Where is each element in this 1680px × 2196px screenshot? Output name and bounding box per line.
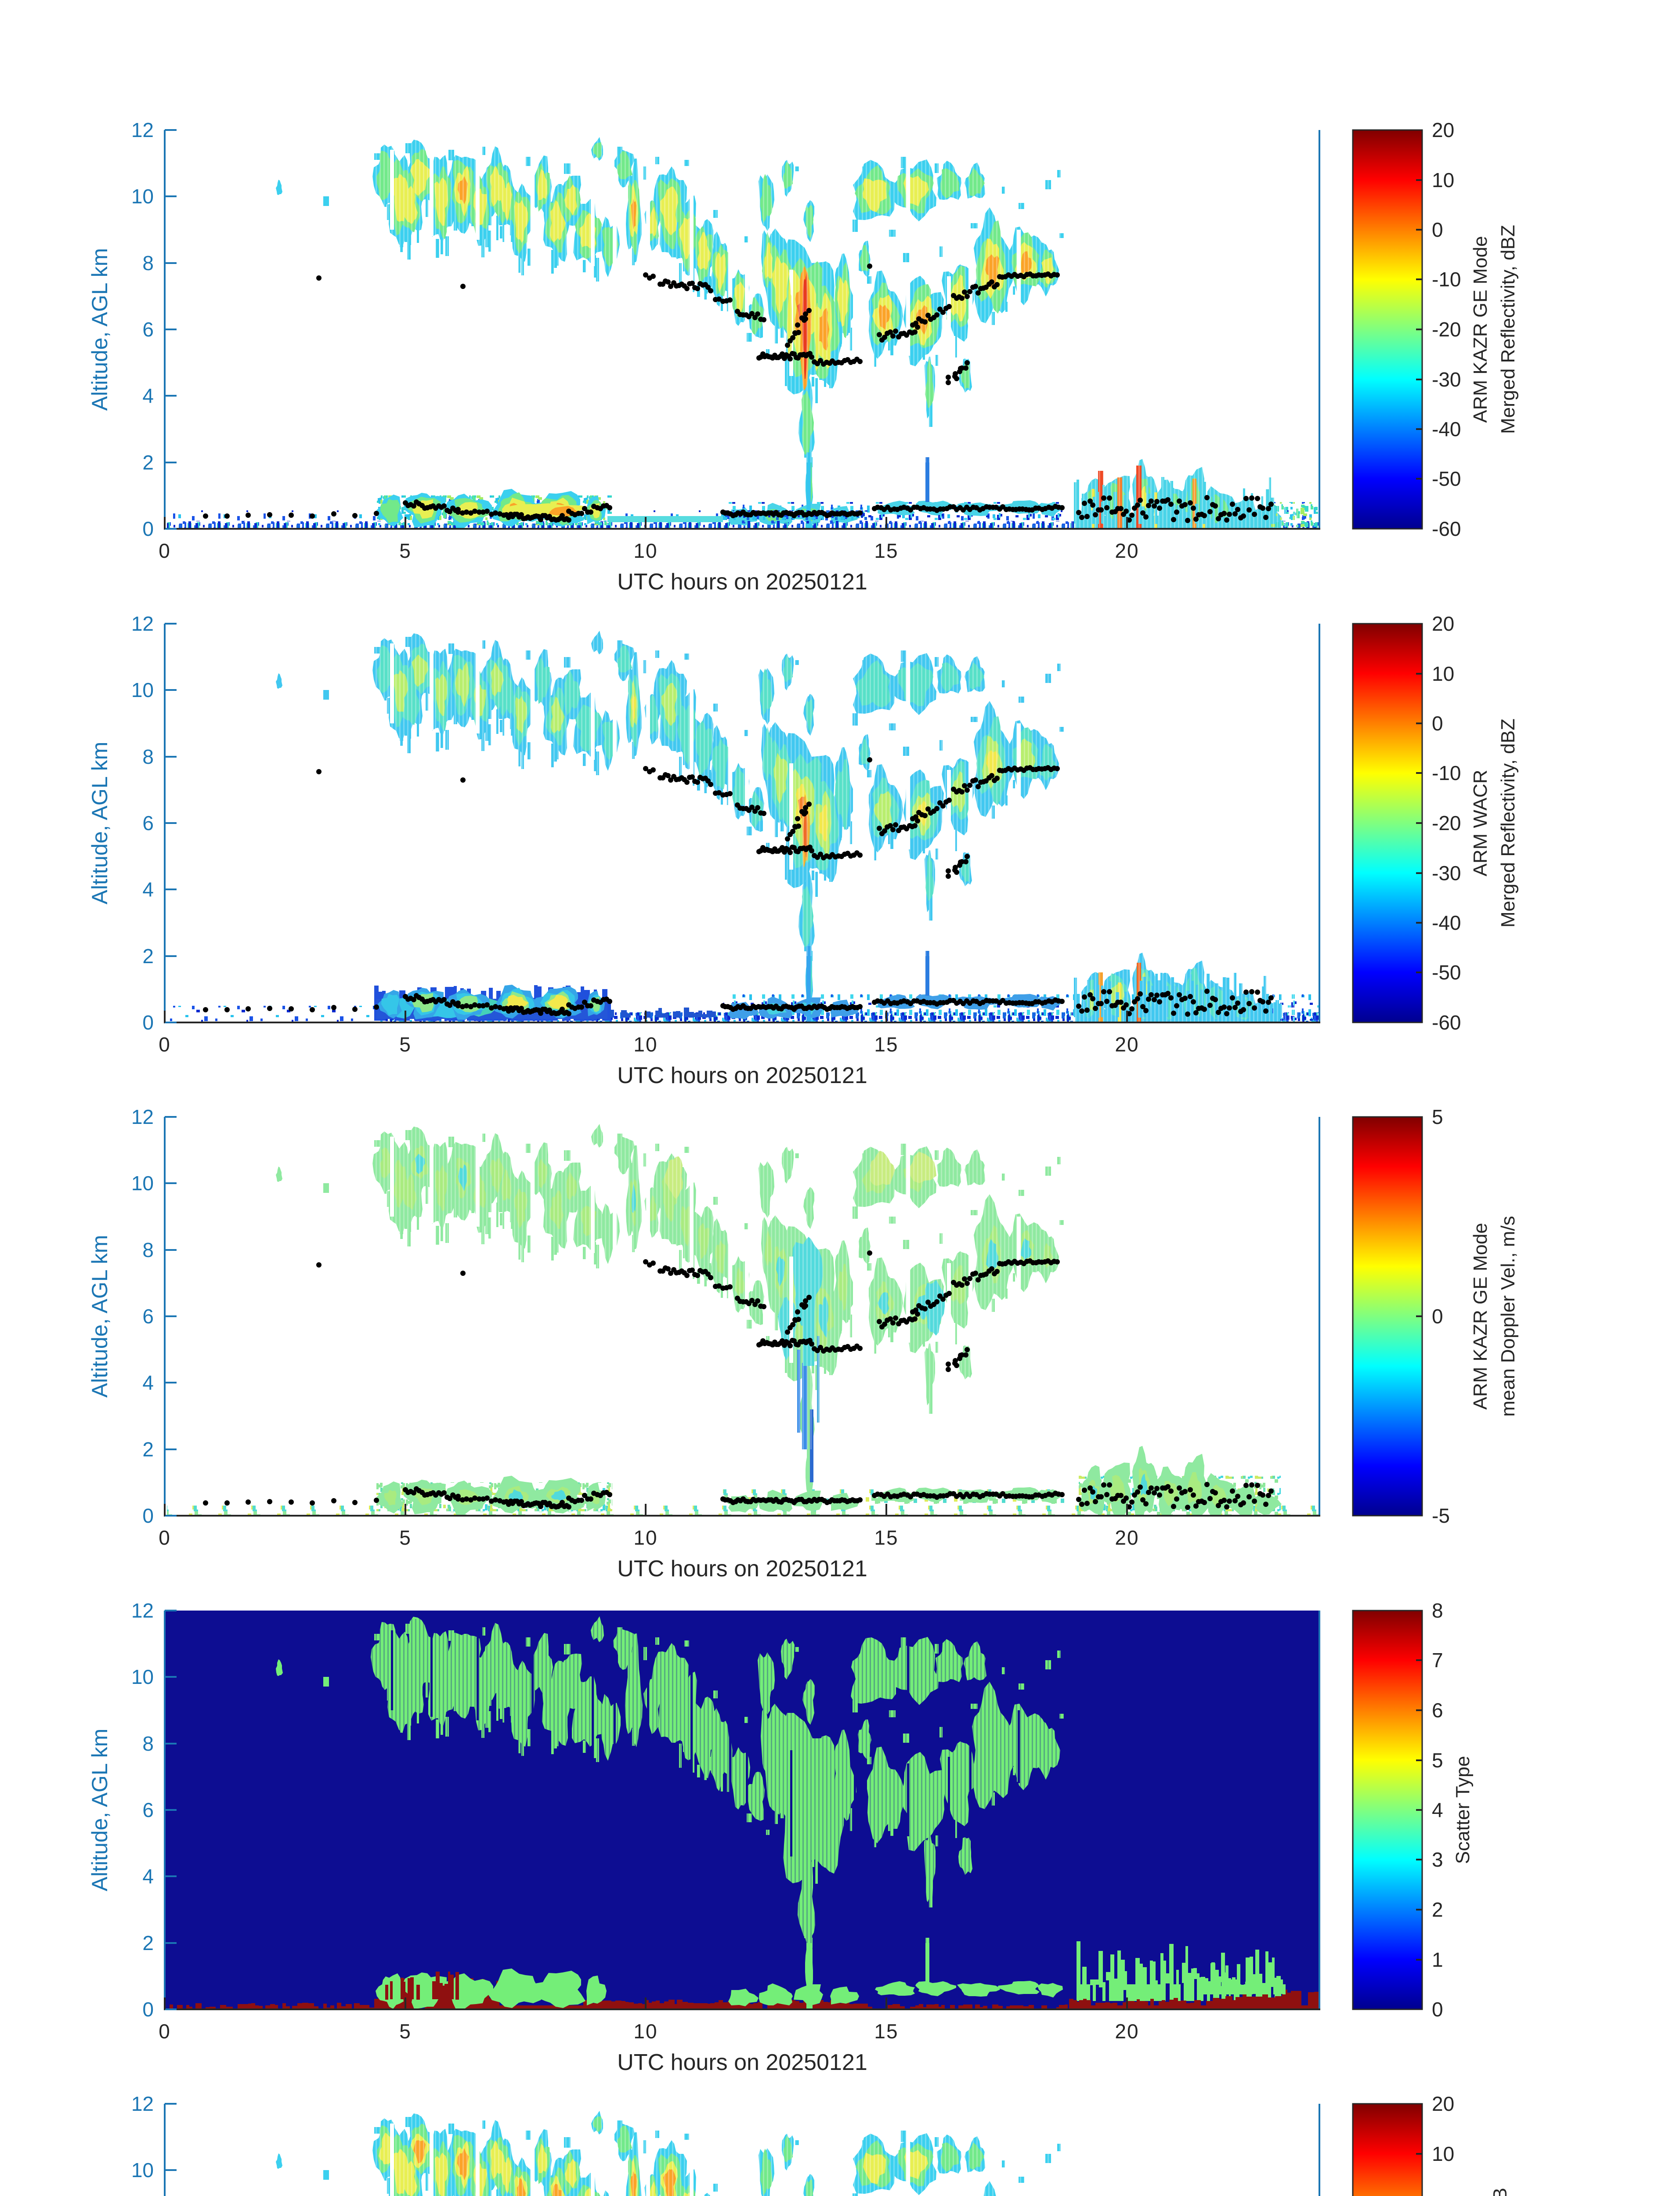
svg-text:12: 12 bbox=[131, 612, 154, 635]
svg-text:-10: -10 bbox=[1432, 268, 1461, 291]
svg-text:8: 8 bbox=[142, 252, 154, 274]
svg-text:20: 20 bbox=[1115, 2020, 1139, 2043]
svg-text:0: 0 bbox=[159, 1033, 171, 1056]
svg-text:4: 4 bbox=[1432, 1799, 1443, 1821]
svg-text:20: 20 bbox=[1115, 1033, 1139, 1056]
svg-text:0: 0 bbox=[142, 1011, 154, 1034]
svg-text:4: 4 bbox=[142, 1371, 154, 1394]
svg-text:-30: -30 bbox=[1432, 368, 1461, 391]
svg-text:-40: -40 bbox=[1432, 911, 1461, 934]
svg-text:Scatter Type: Scatter Type bbox=[1452, 1756, 1474, 1864]
svg-text:0: 0 bbox=[1432, 712, 1443, 735]
svg-text:10: 10 bbox=[131, 185, 154, 208]
svg-text:10: 10 bbox=[633, 2020, 658, 2043]
svg-text:2: 2 bbox=[142, 1438, 154, 1461]
svg-text:8: 8 bbox=[1432, 1599, 1443, 1622]
svg-text:0: 0 bbox=[142, 1998, 154, 2021]
svg-text:0: 0 bbox=[159, 1526, 171, 1549]
svg-text:10: 10 bbox=[633, 539, 658, 562]
svg-text:20: 20 bbox=[1115, 539, 1139, 562]
svg-text:-10: -10 bbox=[1432, 762, 1461, 784]
svg-text:-50: -50 bbox=[1432, 467, 1461, 490]
svg-text:15: 15 bbox=[874, 539, 898, 562]
svg-text:-5: -5 bbox=[1432, 1504, 1450, 1527]
svg-text:0: 0 bbox=[1432, 1305, 1443, 1328]
svg-text:0: 0 bbox=[142, 517, 154, 540]
svg-text:UTC hours on 20250121: UTC hours on 20250121 bbox=[617, 2050, 867, 2075]
svg-text:20: 20 bbox=[1432, 119, 1454, 141]
svg-text:10: 10 bbox=[131, 1172, 154, 1195]
svg-text:12: 12 bbox=[131, 1599, 154, 1622]
svg-text:12: 12 bbox=[131, 119, 154, 141]
svg-text:-60: -60 bbox=[1432, 517, 1461, 540]
svg-text:-50: -50 bbox=[1432, 961, 1461, 984]
svg-text:De-Cluttered Max Refl., dB: De-Cluttered Max Refl., dB bbox=[1489, 2188, 1511, 2196]
svg-text:10: 10 bbox=[633, 1033, 658, 1056]
svg-text:10: 10 bbox=[1432, 662, 1454, 685]
svg-text:1: 1 bbox=[1432, 1948, 1443, 1971]
svg-text:6: 6 bbox=[142, 812, 154, 834]
svg-text:15: 15 bbox=[874, 1526, 898, 1549]
svg-text:12: 12 bbox=[131, 2092, 154, 2115]
svg-text:5: 5 bbox=[399, 1526, 412, 1549]
svg-text:6: 6 bbox=[142, 318, 154, 341]
svg-text:6: 6 bbox=[142, 1305, 154, 1328]
svg-text:10: 10 bbox=[131, 2159, 154, 2182]
svg-text:20: 20 bbox=[1432, 2092, 1454, 2115]
svg-text:-20: -20 bbox=[1432, 318, 1461, 341]
svg-text:Altitude, AGL km: Altitude, AGL km bbox=[87, 248, 112, 411]
svg-text:Merged Reflectivity, dBZ: Merged Reflectivity, dBZ bbox=[1497, 225, 1519, 434]
svg-text:3: 3 bbox=[1432, 1848, 1443, 1871]
svg-text:Altitude, AGL km: Altitude, AGL km bbox=[87, 1729, 112, 1892]
svg-text:-30: -30 bbox=[1432, 862, 1461, 885]
svg-text:10: 10 bbox=[131, 1665, 154, 1688]
svg-text:ARM KAZR GE Mode: ARM KAZR GE Mode bbox=[1470, 1223, 1491, 1409]
svg-text:-60: -60 bbox=[1432, 1011, 1461, 1034]
svg-text:10: 10 bbox=[131, 679, 154, 701]
svg-text:2: 2 bbox=[142, 945, 154, 968]
svg-text:20: 20 bbox=[1432, 612, 1454, 635]
svg-text:Altitude, AGL km: Altitude, AGL km bbox=[87, 742, 112, 905]
svg-text:-20: -20 bbox=[1432, 812, 1461, 834]
svg-text:0: 0 bbox=[1432, 218, 1443, 241]
svg-text:15: 15 bbox=[874, 1033, 898, 1056]
svg-text:mean Doppler Vel., m/s: mean Doppler Vel., m/s bbox=[1497, 1216, 1519, 1416]
svg-text:6: 6 bbox=[1432, 1699, 1443, 1722]
svg-text:4: 4 bbox=[142, 1865, 154, 1888]
svg-text:4: 4 bbox=[142, 878, 154, 901]
svg-text:8: 8 bbox=[142, 1239, 154, 1261]
svg-text:2: 2 bbox=[142, 451, 154, 474]
svg-text:8: 8 bbox=[142, 1732, 154, 1755]
svg-text:0: 0 bbox=[1432, 1998, 1443, 2021]
svg-text:5: 5 bbox=[1432, 1749, 1443, 1772]
svg-text:0: 0 bbox=[159, 2020, 171, 2043]
svg-text:0: 0 bbox=[1432, 2192, 1443, 2196]
svg-text:ARM KAZR GE Mode: ARM KAZR GE Mode bbox=[1470, 236, 1491, 423]
svg-text:2: 2 bbox=[142, 1932, 154, 1954]
svg-text:0: 0 bbox=[159, 539, 171, 562]
svg-text:5: 5 bbox=[399, 539, 412, 562]
svg-text:15: 15 bbox=[874, 2020, 898, 2043]
svg-text:10: 10 bbox=[1432, 2142, 1454, 2165]
svg-text:10: 10 bbox=[633, 1526, 658, 1549]
svg-text:5: 5 bbox=[1432, 1105, 1443, 1128]
svg-text:2: 2 bbox=[1432, 1898, 1443, 1921]
svg-text:20: 20 bbox=[1115, 1526, 1139, 1549]
svg-text:UTC hours on 20250121: UTC hours on 20250121 bbox=[617, 1556, 867, 1582]
svg-text:4: 4 bbox=[142, 384, 154, 407]
svg-text:0: 0 bbox=[142, 1504, 154, 1527]
svg-text:Altitude, AGL km: Altitude, AGL km bbox=[87, 1235, 112, 1398]
svg-text:Merged Reflectivity, dBZ: Merged Reflectivity, dBZ bbox=[1497, 719, 1519, 928]
svg-text:-40: -40 bbox=[1432, 418, 1461, 441]
svg-text:10: 10 bbox=[1432, 169, 1454, 191]
svg-text:7: 7 bbox=[1432, 1649, 1443, 1672]
svg-text:UTC hours on 20250121: UTC hours on 20250121 bbox=[617, 1063, 867, 1088]
svg-text:5: 5 bbox=[399, 2020, 412, 2043]
svg-text:6: 6 bbox=[142, 1799, 154, 1821]
svg-text:5: 5 bbox=[399, 1033, 412, 1056]
svg-text:8: 8 bbox=[142, 745, 154, 768]
svg-text:12: 12 bbox=[131, 1105, 154, 1128]
svg-text:ARM WACR: ARM WACR bbox=[1470, 770, 1491, 877]
svg-text:UTC hours on 20250121: UTC hours on 20250121 bbox=[617, 569, 867, 595]
